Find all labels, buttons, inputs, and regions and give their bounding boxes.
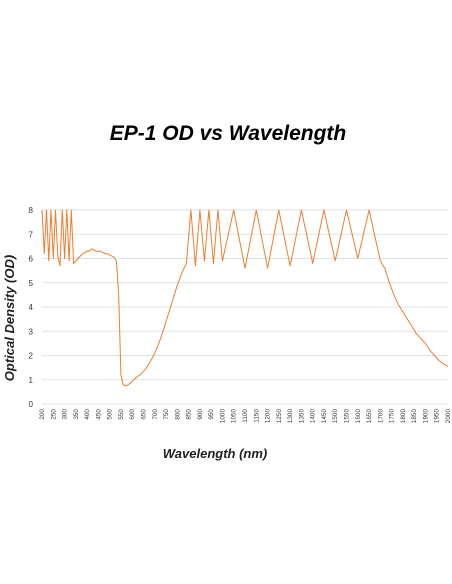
x-tick-label: 600: [129, 409, 136, 420]
x-tick-label: 1600: [355, 409, 362, 424]
x-tick-label: 1150: [253, 409, 260, 423]
x-tick-label: 1200: [265, 409, 272, 424]
y-tick-label: 3: [29, 327, 34, 336]
x-tick-label: 1450: [321, 409, 328, 424]
y-tick-label: 2: [29, 352, 34, 361]
x-tick-label: 900: [197, 409, 204, 420]
y-tick-label: 5: [29, 279, 34, 288]
x-tick-label: 950: [208, 409, 215, 420]
x-tick-label: 550: [118, 409, 125, 420]
y-tick-label: 1: [29, 376, 34, 385]
y-axis-label: Optical Density (OD): [2, 255, 17, 381]
x-tick-label: 300: [62, 409, 69, 420]
x-tick-label: 1100: [242, 409, 249, 423]
x-tick-label: 1650: [366, 409, 373, 424]
x-tick-label: 700: [152, 409, 159, 420]
x-tick-label: 800: [174, 409, 181, 420]
x-tick-label: 1500: [332, 409, 339, 424]
x-tick-label: 750: [163, 409, 170, 420]
y-tick-label: 7: [29, 230, 34, 239]
x-tick-label: 350: [73, 409, 80, 420]
x-tick-label: 1700: [377, 409, 384, 424]
y-tick-label: 4: [29, 303, 34, 312]
x-tick-label: 1900: [422, 409, 429, 424]
x-tick-label: 1750: [389, 409, 396, 424]
x-tick-label: 1950: [434, 409, 441, 424]
x-tick-label: 250: [50, 409, 57, 420]
x-tick-label: 650: [141, 409, 148, 420]
x-axis-ticks: 200 250 300 350 400 450 500 550 600 650 700 750 800 8…: [39, 409, 452, 424]
x-tick-label: 1000: [219, 409, 226, 424]
x-tick-label: 450: [95, 409, 102, 420]
x-tick-label: 1050: [231, 409, 238, 424]
x-tick-label: 1250: [276, 409, 283, 424]
gridlines: [42, 209, 448, 405]
x-tick-label: 850: [186, 409, 193, 420]
x-tick-label: 1400: [310, 409, 317, 424]
x-tick-label: 200: [39, 409, 46, 420]
y-tick-label: 0: [29, 400, 34, 409]
x-axis-label: Wavelength (nm): [163, 446, 268, 461]
chart-title: EP-1 OD vs Wavelength: [110, 122, 347, 145]
y-axis-ticks: 0 1 2 3 4 5 6 7 8: [29, 206, 34, 409]
x-tick-label: 1300: [287, 409, 294, 424]
y-tick-label: 8: [29, 206, 34, 215]
x-tick-label: 1550: [344, 409, 351, 424]
x-tick-label: 2000: [445, 409, 452, 424]
x-tick-label: 400: [84, 409, 91, 420]
y-tick-label: 6: [29, 255, 34, 264]
series-line: [41, 209, 449, 387]
x-tick-label: 1850: [411, 409, 418, 424]
x-tick-label: 500: [107, 409, 114, 420]
x-tick-label: 1800: [400, 409, 407, 424]
x-tick-label: 1350: [298, 409, 305, 424]
